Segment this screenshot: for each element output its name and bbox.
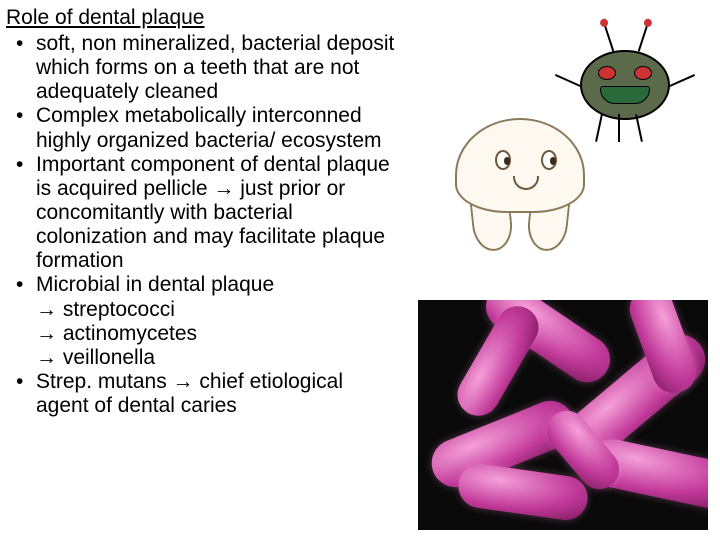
bullet-item: Strep. mutans → chief etiological agent …: [10, 370, 400, 418]
bacteria-micrograph-image: [418, 300, 708, 530]
image-column: [400, 0, 720, 540]
cartoon-tooth-germ-image: [420, 18, 700, 258]
bullet-item: Important component of dental plaque is …: [10, 153, 400, 274]
bullet-item: soft, non mineralized, bacterial deposit…: [10, 32, 400, 104]
text-column: Role of dental plaque soft, non minerali…: [0, 0, 400, 540]
slide: Role of dental plaque soft, non minerali…: [0, 0, 720, 540]
bullet-list: soft, non mineralized, bacterial deposit…: [6, 32, 400, 418]
bullet-item: Microbial in dental plaque→ streptococci…: [10, 273, 400, 370]
germ-icon: [560, 22, 690, 142]
slide-title: Role of dental plaque: [6, 6, 400, 30]
bullet-item: Complex metabolically interconned highly…: [10, 104, 400, 152]
